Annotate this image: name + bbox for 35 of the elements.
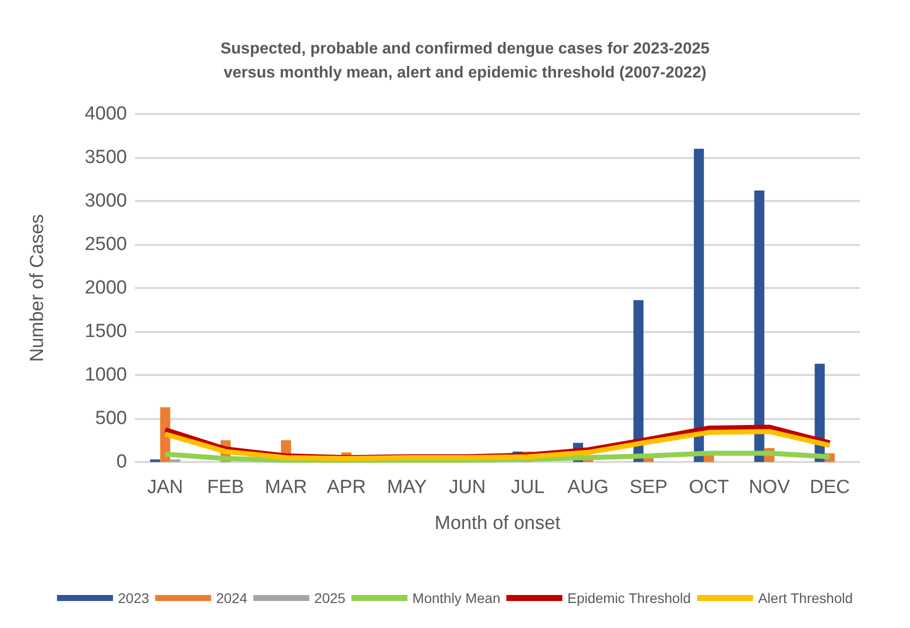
- bar: [694, 148, 704, 462]
- x-tick-label: JUL: [510, 477, 545, 498]
- y-tick-label: 2500: [84, 234, 127, 255]
- y-tick-label: 4000: [84, 104, 127, 124]
- legend-label: 2024: [216, 590, 248, 606]
- legend-label: 2025: [314, 590, 346, 606]
- y-tick-label: 0: [116, 452, 127, 472]
- legend-label: Monthly Mean: [412, 590, 500, 606]
- x-tick-label: MAY: [386, 477, 428, 498]
- y-tick-label: 1000: [84, 364, 127, 386]
- bar: [150, 459, 160, 462]
- x-tick-label: APR: [326, 477, 366, 498]
- y-tick-label: 1500: [84, 321, 127, 342]
- x-tick-label: FEB: [207, 477, 244, 498]
- legend-label: 2023: [118, 590, 150, 606]
- legend-label: Alert Threshold: [758, 590, 853, 606]
- x-tick-label: NOV: [748, 477, 790, 498]
- y-tick-label: 500: [95, 408, 127, 429]
- x-tick-label: MAR: [264, 477, 308, 498]
- bar: [633, 300, 644, 462]
- bar: [170, 459, 180, 462]
- y-tick-label: 2000: [84, 278, 127, 298]
- x-tick-label: AUG: [568, 477, 609, 498]
- x-tick-label: SEP: [630, 477, 668, 498]
- y-tick-label: 3500: [84, 147, 127, 168]
- x-tick-label: OCT: [688, 477, 730, 498]
- x-tick-label: JUN: [448, 477, 486, 498]
- y-tick-label: 3000: [84, 190, 127, 212]
- legend-label: Epidemic Threshold: [567, 590, 691, 606]
- x-tick-label: DEC: [810, 477, 850, 498]
- chart-title: Suspected, probable and confirmed dengue cases for 2023-2025 versus monthly mean, alert and epidemic threshold (2007-2022): [220, 40, 710, 82]
- bar: [754, 190, 764, 462]
- x-axis-title: Month of onset: [434, 513, 562, 534]
- x-tick-label: JAN: [147, 477, 184, 498]
- y-axis-title: Number of Cases: [27, 214, 48, 362]
